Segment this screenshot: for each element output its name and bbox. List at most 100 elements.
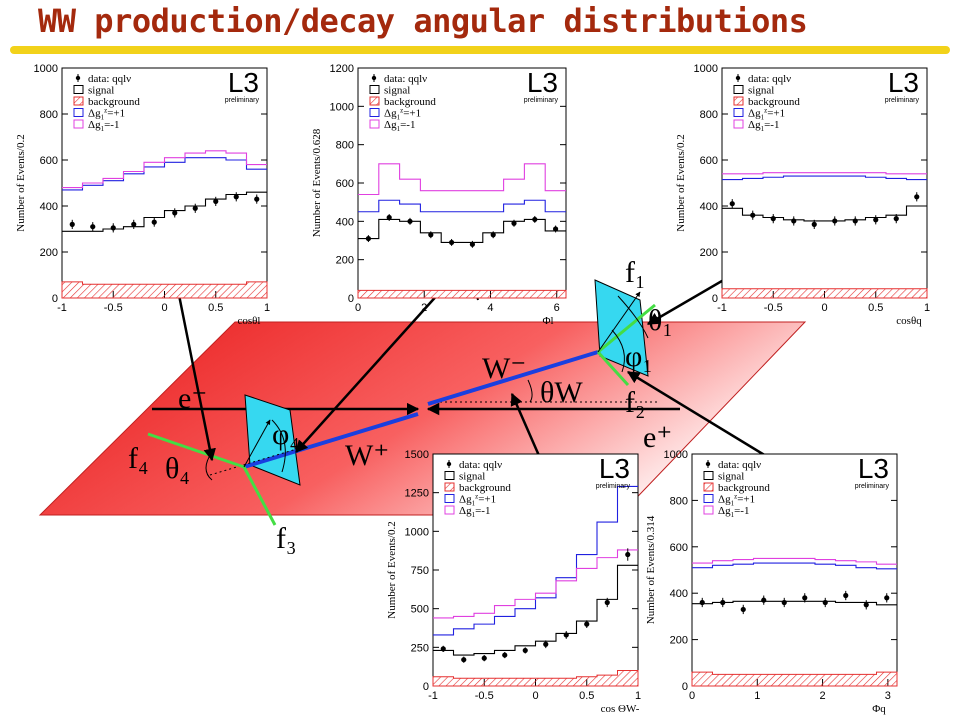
experiment-label: L3 <box>888 67 919 98</box>
data-point <box>740 606 746 613</box>
legend-plus-swatch <box>73 108 84 117</box>
x-tick-label: 2 <box>820 690 826 702</box>
y-tick-label: 1250 <box>405 488 429 500</box>
data-point <box>481 655 487 661</box>
legend-background-label: background <box>748 96 800 108</box>
y-tick-label: 0 <box>423 681 429 693</box>
x-axis-label: cos ΘW- <box>601 703 640 715</box>
thetaW-arc <box>527 379 533 403</box>
data-point <box>914 194 920 200</box>
legend-signal-swatch <box>733 85 744 94</box>
series-minus <box>62 150 267 189</box>
experiment-status: preliminary <box>885 97 920 104</box>
data-point <box>90 224 96 230</box>
label-theta-w: θW <box>540 376 583 409</box>
y-tick-label: 800 <box>40 109 58 121</box>
legend-plus-label: Δg1z=+1 <box>384 107 421 122</box>
label-f4: f₄ <box>128 442 148 475</box>
legend-minus-label: Δg1=-1 <box>459 505 490 519</box>
legend-background-label: background <box>718 482 770 494</box>
data-point <box>440 646 446 652</box>
data-point <box>884 595 890 601</box>
data-point <box>233 194 239 200</box>
fermion-f1-line <box>597 303 656 354</box>
legend-plus-label: Δg1z=+1 <box>748 107 785 122</box>
data-point <box>761 597 767 603</box>
data-point <box>543 641 549 647</box>
w-minus-line <box>427 350 599 406</box>
f1-direction-arrow <box>597 291 641 353</box>
w-direction-dotted <box>209 447 301 476</box>
phi1-arc <box>611 329 625 373</box>
legend-signal-swatch <box>444 471 455 480</box>
legend-minus-swatch <box>444 505 455 515</box>
data-point <box>832 218 838 224</box>
data-point <box>490 232 496 238</box>
legend-plus-label: Δg1z=+1 <box>459 493 496 508</box>
data-point <box>699 599 705 606</box>
x-tick-label: 0 <box>161 302 167 314</box>
x-tick-label: 0 <box>689 690 695 702</box>
y-tick-label: 400 <box>336 216 354 228</box>
y-axis-label: Number of Events/0.2 <box>15 134 27 231</box>
legend-signal-label: signal <box>88 85 114 97</box>
legend-signal-label: signal <box>459 471 485 483</box>
legend-background-label: background <box>88 96 140 108</box>
legend-signal-label: signal <box>748 85 774 97</box>
x-tick-label: 0 <box>532 690 538 702</box>
data-point <box>750 212 756 218</box>
legend-minus-swatch <box>733 119 744 129</box>
legend-background-swatch <box>733 96 744 106</box>
fermion-f4-line <box>147 432 245 469</box>
series-minus <box>358 163 566 196</box>
event-plane <box>38 321 807 516</box>
phi4-arc <box>271 419 286 473</box>
pointer-phi-l <box>295 291 441 453</box>
data-point <box>110 225 116 231</box>
x-tick-label: -1 <box>57 302 67 314</box>
legend-data-label: data: qqlν <box>384 73 427 85</box>
data-point <box>428 232 434 238</box>
legend-background-label: background <box>459 482 511 494</box>
data-point <box>172 210 178 216</box>
legend-plus-label: Δg1z=+1 <box>88 107 125 122</box>
series-signal <box>62 191 267 232</box>
legend-plus-swatch <box>369 108 380 117</box>
x-tick-label: 1 <box>754 690 760 702</box>
series-plus <box>722 175 927 181</box>
series-plus <box>692 562 897 570</box>
series-minus <box>722 172 927 175</box>
legend-signal-swatch <box>369 85 380 94</box>
series-plus <box>358 199 566 213</box>
x-axis-label: Φl <box>542 315 553 327</box>
x-tick-label: 0 <box>355 302 361 314</box>
data-point <box>791 218 797 224</box>
legend-minus-swatch <box>369 119 380 129</box>
y-tick-label: 200 <box>670 635 688 647</box>
y-tick-label: 0 <box>712 293 718 305</box>
legend-signal-label: signal <box>384 85 410 97</box>
data-point <box>192 205 198 211</box>
experiment-status: preliminary <box>524 97 559 104</box>
legend-signal-swatch <box>73 85 84 94</box>
data-point <box>151 219 157 225</box>
theta1-arc <box>617 295 649 339</box>
legend-plus-label: Δg1z=+1 <box>718 493 755 508</box>
w-minus-decay-plane <box>594 279 649 377</box>
y-tick-label: 1000 <box>405 526 429 538</box>
legend-minus-label: Δg1=-1 <box>88 119 119 133</box>
y-tick-label: 600 <box>40 155 58 167</box>
label-e-minus: e⁻ <box>178 382 207 415</box>
legend-background-swatch <box>369 96 380 106</box>
data-point <box>770 216 776 222</box>
data-point <box>532 216 538 223</box>
y-tick-label: 600 <box>336 178 354 190</box>
y-tick-label: 400 <box>40 201 58 213</box>
legend-background-swatch <box>703 482 714 492</box>
y-tick-label: 0 <box>682 681 688 693</box>
